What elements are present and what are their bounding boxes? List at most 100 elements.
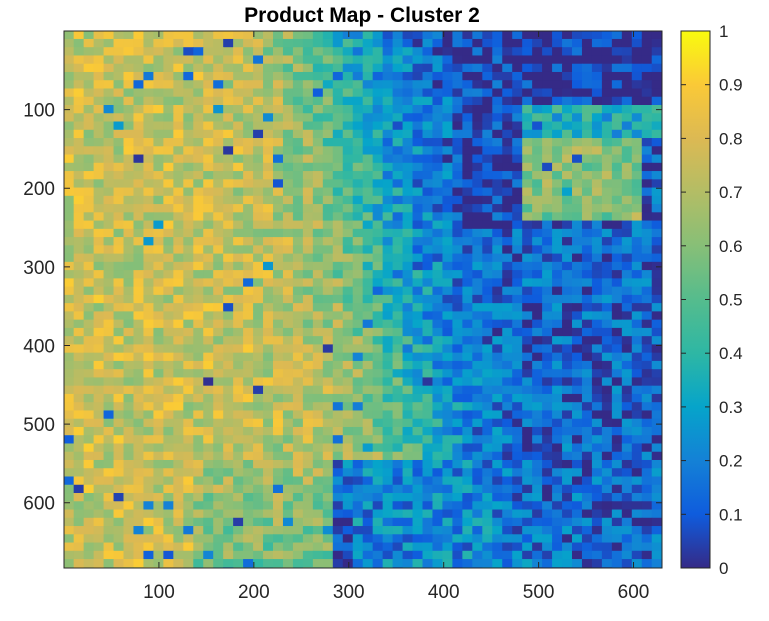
heatmap-cell <box>213 96 224 106</box>
heatmap-cell <box>422 476 434 486</box>
heatmap-cell <box>402 270 414 279</box>
heatmap-cell <box>163 567 174 568</box>
heatmap-cell <box>611 327 623 337</box>
heatmap-cell <box>153 38 164 48</box>
heatmap-cell <box>562 138 573 147</box>
heatmap-cell <box>183 360 194 370</box>
heatmap-cell <box>482 493 493 502</box>
heatmap-cell <box>462 261 473 271</box>
heatmap-cell <box>631 80 643 90</box>
heatmap-cell <box>532 303 543 312</box>
heatmap-cell <box>472 319 483 329</box>
heatmap-cell <box>522 270 533 279</box>
heatmap-cell <box>64 336 75 346</box>
heatmap-cell <box>522 228 533 238</box>
heatmap-cell <box>83 344 95 354</box>
heatmap-cell <box>213 385 224 395</box>
heatmap-cell <box>64 55 75 65</box>
heatmap-cell <box>621 228 633 238</box>
heatmap-cell <box>322 286 334 296</box>
heatmap-cell <box>332 443 344 453</box>
heatmap-cell <box>332 113 344 123</box>
heatmap-cell <box>352 212 364 222</box>
heatmap-cell <box>173 517 184 527</box>
heatmap-cell <box>641 567 653 568</box>
heatmap-cell <box>243 567 254 568</box>
heatmap-cell <box>581 96 593 106</box>
heatmap-cell <box>621 96 633 106</box>
heatmap-cell <box>482 517 493 527</box>
heatmap-cell <box>263 286 274 296</box>
heatmap-cell <box>591 171 603 180</box>
heatmap-cell <box>412 71 424 81</box>
heatmap-cell <box>502 179 513 189</box>
heatmap-cell <box>522 476 533 486</box>
heatmap-cell <box>362 385 374 395</box>
heatmap-cell <box>601 261 613 271</box>
heatmap-cell <box>312 162 324 172</box>
heatmap-cell <box>482 526 493 535</box>
heatmap-cell <box>611 352 623 362</box>
heatmap-cell <box>103 121 115 131</box>
heatmap-cell <box>442 204 453 213</box>
heatmap-cell <box>352 443 364 453</box>
heatmap-cell <box>601 228 613 238</box>
heatmap-cell <box>502 559 513 568</box>
heatmap-cell <box>352 146 364 156</box>
heatmap-cell <box>133 146 145 156</box>
heatmap-cell <box>312 212 324 222</box>
heatmap-cell <box>273 451 284 461</box>
heatmap-cell <box>452 426 463 436</box>
heatmap-cell <box>203 542 214 552</box>
heatmap-cell <box>233 187 244 197</box>
heatmap-cell <box>502 253 513 263</box>
heatmap-cell <box>243 509 254 519</box>
heatmap-cell <box>542 278 553 288</box>
heatmap-cell <box>292 171 304 180</box>
heatmap-cell <box>462 162 473 172</box>
heatmap-cell <box>611 385 623 395</box>
heatmap-cell <box>163 195 174 205</box>
heatmap-cell <box>492 327 503 337</box>
heatmap-cell <box>601 286 613 296</box>
heatmap-cell <box>611 286 623 296</box>
heatmap-cell <box>302 435 314 445</box>
heatmap-cell <box>233 47 244 57</box>
heatmap-cell <box>123 63 135 73</box>
heatmap-cell <box>581 113 593 123</box>
heatmap-cell <box>621 220 633 230</box>
heatmap-cell <box>611 476 623 486</box>
heatmap-cell <box>591 146 603 156</box>
heatmap-cell <box>292 542 304 552</box>
heatmap-cell <box>352 303 364 312</box>
heatmap-cell <box>302 55 314 65</box>
heatmap-cell <box>213 459 224 469</box>
heatmap-cell <box>253 410 264 420</box>
heatmap-cell <box>133 47 145 57</box>
heatmap-cell <box>103 393 115 403</box>
heatmap-cell <box>332 311 344 321</box>
heatmap-cell <box>641 435 653 445</box>
heatmap-cell <box>611 402 623 412</box>
heatmap-cell <box>143 550 154 560</box>
heatmap-cell <box>651 526 662 535</box>
heatmap-cell <box>422 377 434 387</box>
heatmap-cell <box>402 220 414 230</box>
heatmap-cell <box>243 212 254 222</box>
heatmap-cell <box>442 63 453 73</box>
heatmap-cell <box>302 80 314 90</box>
heatmap-cell <box>292 402 304 412</box>
heatmap-cell <box>93 493 105 502</box>
heatmap-cell <box>332 484 344 494</box>
heatmap-cell <box>153 303 164 312</box>
heatmap-cell <box>621 476 633 486</box>
heatmap-cell <box>93 402 105 412</box>
heatmap-cell <box>263 195 274 205</box>
heatmap-cell <box>532 410 543 420</box>
heatmap-cell <box>402 162 414 172</box>
heatmap-cell <box>572 270 583 279</box>
heatmap-cell <box>601 121 613 131</box>
heatmap-cell <box>103 47 115 57</box>
heatmap-cell <box>651 410 662 420</box>
heatmap-cell <box>522 550 533 560</box>
